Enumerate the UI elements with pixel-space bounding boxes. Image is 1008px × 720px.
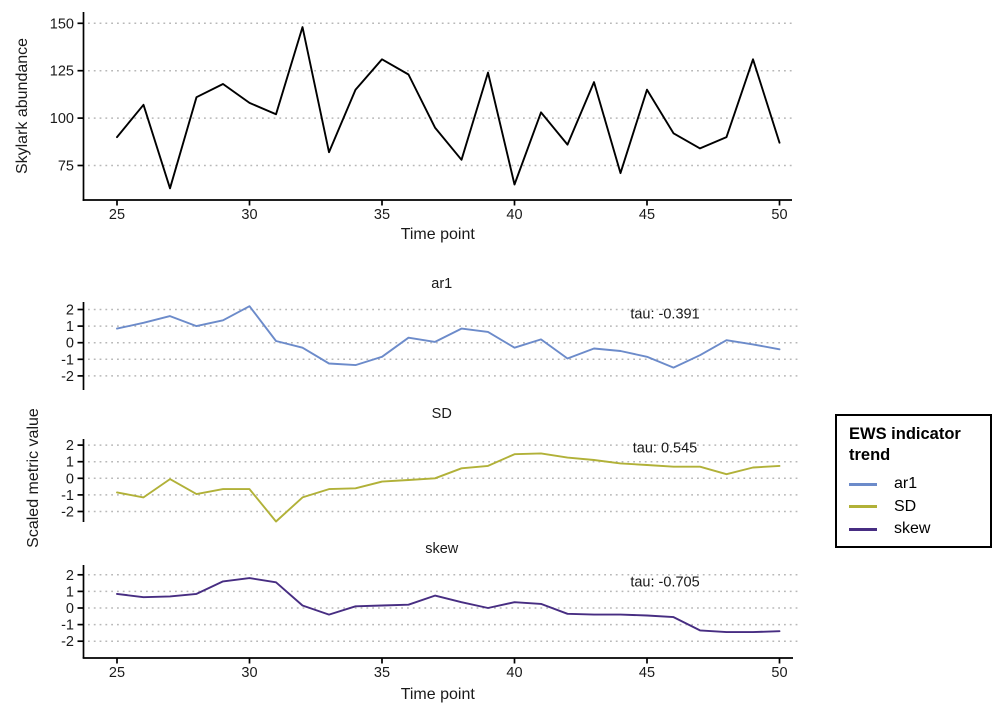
tau-annotation: tau: 0.545 [633, 441, 698, 457]
legend-item-label: SD [894, 497, 917, 515]
series-line-SD [116, 452, 781, 523]
legend-line-swatch-ar1 [849, 482, 877, 486]
x-axis-tick-label: 45 [639, 665, 655, 681]
y-axis-tick-label: 2 [66, 438, 74, 454]
legend-item-ar1: ar1 [849, 473, 979, 496]
y-axis-tick-label: 100 [50, 111, 74, 127]
y-axis-tick-label: 75 [58, 159, 74, 175]
tau-annotation: tau: -0.705 [630, 575, 699, 591]
x-axis-tick-label: 40 [506, 207, 522, 223]
x-axis-tick-label: 45 [639, 207, 655, 223]
facet-strip-label: skew [425, 541, 459, 557]
legend-item-skew: skew [849, 518, 979, 541]
x-axis-tick-label: 30 [241, 207, 257, 223]
x-axis-tick-label: 35 [374, 665, 390, 681]
tau-annotation: tau: -0.391 [630, 307, 699, 323]
y-axis-tick-label: -2 [61, 505, 74, 521]
legend-line-swatch-skew [849, 527, 877, 531]
x-axis-tick-label: 25 [109, 207, 125, 223]
y-axis-tick-label: -1 [61, 618, 74, 634]
y-axis-tick-label: 0 [66, 471, 74, 487]
x-axis-tick-label: 40 [506, 665, 522, 681]
facet-strip-label: SD [432, 406, 452, 422]
x-axis-tick-label: 50 [771, 207, 787, 223]
x-axis-title: Time point [401, 226, 476, 243]
y-axis-tick-label: -2 [61, 634, 74, 650]
y-axis-title: Skylark abundance [14, 38, 31, 174]
legend-item-label: ar1 [894, 475, 918, 493]
facet-strip-label: ar1 [431, 276, 452, 292]
legend-line-swatch-sd [849, 505, 877, 509]
legend-items: ar1 SD skew [849, 473, 979, 541]
abundance-series-line [116, 26, 781, 190]
y-axis-tick-label: 1 [66, 455, 74, 471]
ews-legend: EWS indicator trend ar1 SD skew [835, 414, 992, 548]
y-axis-tick-label: 150 [50, 16, 74, 32]
legend-item-label: skew [894, 520, 931, 538]
y-axis-tick-label: 1 [66, 319, 74, 335]
legend-item-sd: SD [849, 496, 979, 519]
legend-title: EWS indicator trend [849, 425, 961, 465]
x-axis-tick-label: 50 [771, 665, 787, 681]
y-axis-tick-label: 2 [66, 303, 74, 319]
x-axis-title: Time point [401, 686, 476, 703]
series-line-ar1 [116, 305, 781, 369]
x-axis-tick-label: 25 [109, 665, 125, 681]
x-axis-tick-label: 30 [241, 665, 257, 681]
y-axis-tick-label: -1 [61, 488, 74, 504]
y-axis-tick-label: -2 [61, 369, 74, 385]
y-axis-tick-label: 0 [66, 601, 74, 617]
series-line-skew [116, 577, 781, 634]
abundance-chart: 150 125 100 75 25 30 35 40 45 50 Time point Skylark… [14, 12, 792, 243]
x-axis-tick-label: 35 [374, 207, 390, 223]
y-axis-tick-label: 125 [50, 64, 74, 80]
y-axis-tick-label: 2 [66, 568, 74, 584]
y-axis-title: Scaled metric value [25, 408, 42, 548]
y-axis-tick-label: -1 [61, 352, 74, 368]
y-axis-tick-label: 1 [66, 584, 74, 600]
y-axis-tick-label: 0 [66, 336, 74, 352]
